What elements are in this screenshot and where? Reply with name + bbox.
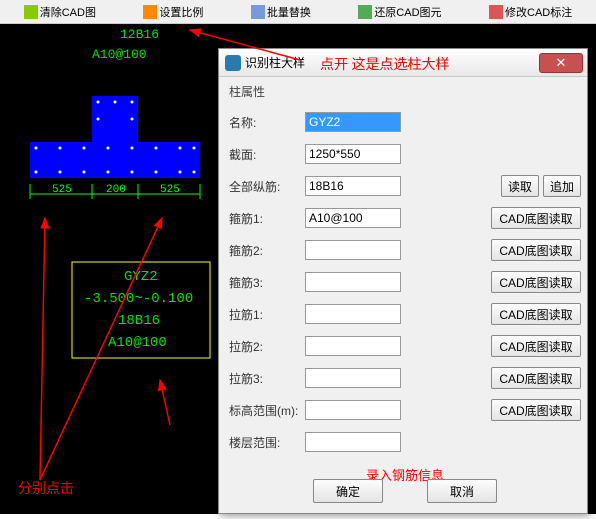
svg-text:200: 200 bbox=[106, 184, 126, 196]
cad-text: A10@100 bbox=[92, 47, 147, 62]
svg-text:18B16: 18B16 bbox=[118, 313, 160, 329]
gj2-input[interactable] bbox=[305, 240, 401, 260]
tbtn[interactable]: 还原CAD图元 bbox=[355, 1, 444, 23]
column-section bbox=[30, 96, 200, 178]
dialog-titlebar[interactable]: 识别柱大样 ✕ bbox=[219, 49, 587, 77]
name-input[interactable] bbox=[305, 112, 401, 132]
lj3-input[interactable] bbox=[305, 368, 401, 388]
lj2-input[interactable] bbox=[305, 336, 401, 356]
svg-text:GYZ2: GYZ2 bbox=[124, 269, 158, 285]
tbtn[interactable]: 批量替换 bbox=[248, 1, 314, 23]
svg-text:-3.500~-0.100: -3.500~-0.100 bbox=[84, 291, 193, 307]
cad-read-button[interactable]: CAD底图读取 bbox=[491, 367, 581, 389]
elev-input[interactable] bbox=[305, 400, 401, 420]
tbtn[interactable]: 修改CAD标注 bbox=[486, 1, 575, 23]
tbtn[interactable]: 设置比例 bbox=[140, 1, 206, 23]
group-label: 柱属性 bbox=[229, 83, 581, 100]
dialog-title: 识别柱大样 bbox=[245, 54, 305, 71]
dialog-icon bbox=[225, 55, 241, 71]
floor-input[interactable] bbox=[305, 432, 401, 452]
toolbar-row1: 清除CAD图 设置比例 批量替换 还原CAD图元 修改CAD标注 bbox=[0, 0, 596, 24]
gj1-input[interactable] bbox=[305, 208, 401, 228]
svg-text:525: 525 bbox=[52, 184, 72, 196]
append-button[interactable]: 追加 bbox=[543, 175, 581, 197]
cad-read-button[interactable]: CAD底图读取 bbox=[491, 399, 581, 421]
section-input[interactable] bbox=[305, 144, 401, 164]
gj3-input[interactable] bbox=[305, 272, 401, 292]
cad-text: 12B16 bbox=[120, 27, 159, 42]
svg-text:525: 525 bbox=[160, 184, 180, 196]
ok-button[interactable]: 确定 bbox=[313, 479, 383, 503]
cad-read-button[interactable]: CAD底图读取 bbox=[491, 207, 581, 229]
read-button[interactable]: 读取 bbox=[501, 175, 539, 197]
cad-read-button[interactable]: CAD底图读取 bbox=[491, 335, 581, 357]
cad-read-button[interactable]: CAD底图读取 bbox=[491, 271, 581, 293]
cancel-button[interactable]: 取消 bbox=[427, 479, 497, 503]
close-icon[interactable]: ✕ bbox=[539, 53, 583, 73]
cad-read-button[interactable]: CAD底图读取 bbox=[491, 239, 581, 261]
cad-read-button[interactable]: CAD底图读取 bbox=[491, 303, 581, 325]
svg-text:A10@100: A10@100 bbox=[108, 335, 167, 351]
lj1-input[interactable] bbox=[305, 304, 401, 324]
tbtn[interactable]: 清除CAD图 bbox=[21, 1, 99, 23]
allbar-input[interactable] bbox=[305, 176, 401, 196]
dialog-identify-column: 识别柱大样 ✕ 柱属性 名称: 截面: 全部纵筋: 读取 追加 箍筋1: CAD… bbox=[218, 48, 588, 514]
